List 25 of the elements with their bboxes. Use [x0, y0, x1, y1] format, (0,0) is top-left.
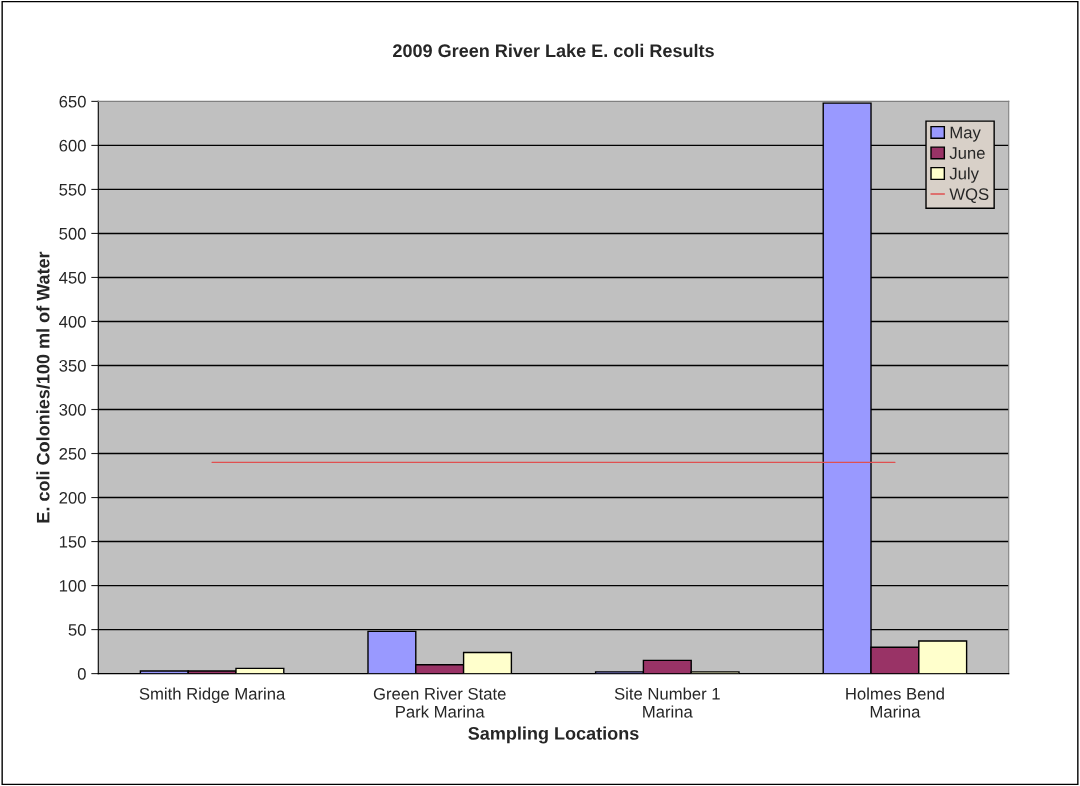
chart-title: 2009 Green River Lake E. coli Results: [393, 43, 714, 58]
legend-label: July: [949, 167, 979, 183]
y-tick-label: 200: [59, 491, 86, 504]
y-tick-label: 650: [59, 95, 86, 108]
x-axis-title: Sampling Locations: [468, 726, 639, 744]
y-axis-title: E. coli Colonies/100 ml of Water: [36, 251, 50, 523]
y-tick-label: 50: [68, 623, 86, 636]
y-tick-label: 0: [77, 668, 86, 680]
y-tick-label: 300: [59, 403, 86, 416]
y-tick-label: 550: [59, 183, 86, 196]
legend-label: May: [950, 126, 981, 142]
y-tick-label: 450: [59, 271, 86, 284]
x-tick-label: Green River State Park Marina: [373, 687, 506, 718]
x-tick-label: Holmes Bend Marina: [846, 687, 944, 718]
y-tick-label: 150: [59, 535, 86, 548]
x-tick-label: Site Number 1 Marina: [614, 687, 720, 718]
y-tick-label: 100: [59, 579, 86, 592]
y-tick-label: 500: [59, 227, 86, 240]
x-tick-label: Smith Ridge Marina: [139, 687, 286, 704]
legend-label: WQS: [949, 188, 989, 204]
y-tick-label: 600: [59, 139, 86, 152]
y-tick-label: 400: [59, 315, 86, 328]
y-tick-label: 250: [59, 447, 86, 460]
y-tick-label: 350: [59, 359, 86, 372]
legend-label: June: [949, 147, 985, 159]
